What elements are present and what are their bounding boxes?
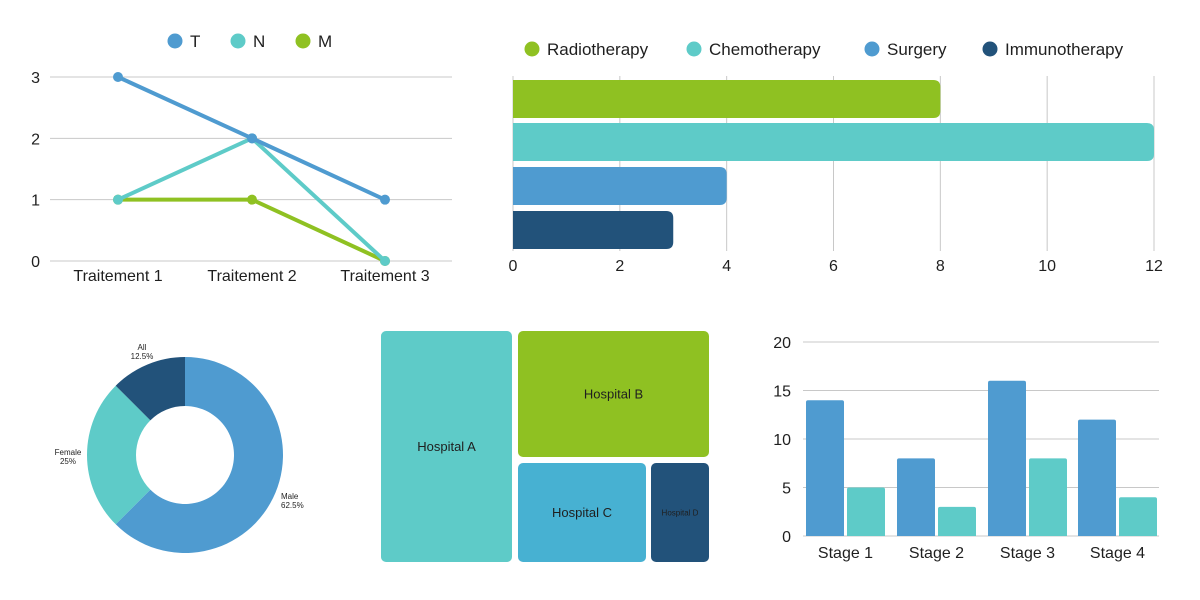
x-tick-label: Traitement 3 xyxy=(340,268,429,285)
slice-label: Female xyxy=(55,448,82,457)
data-point xyxy=(380,194,390,205)
x-tick-label: 12 xyxy=(1145,258,1163,275)
slice-female xyxy=(87,385,151,525)
bar-chemotherapy xyxy=(513,123,1154,161)
bar-stage-2-series-2 xyxy=(938,506,976,536)
bar-stage-4-series-1 xyxy=(1078,419,1116,536)
bar-stage-3-series-1 xyxy=(988,380,1026,536)
y-tick-label: 20 xyxy=(773,335,791,352)
x-tick-label: Stage 2 xyxy=(909,545,964,562)
y-tick-label: 10 xyxy=(773,432,791,449)
x-tick-label: 2 xyxy=(615,258,624,275)
hospital-treemap-chart: Hospital A Hospital B Hospital C Hospital D xyxy=(381,331,709,562)
legend-marker-m xyxy=(295,33,311,49)
treemap-cell-hospital-a xyxy=(381,331,512,562)
slice-all xyxy=(115,357,185,421)
slice-male xyxy=(115,357,283,553)
x-tick-label: Traitement 1 xyxy=(73,268,162,285)
bar-stage-3-series-2 xyxy=(1029,458,1067,536)
legend-marker-surgery xyxy=(864,41,880,57)
legend-label: M xyxy=(318,32,332,51)
therapy-bar-chart: 0 2 4 6 8 10 12 Radiotherapy Chemotherapy Surgery… xyxy=(509,40,1163,275)
bar-stage-2-series-1 xyxy=(897,458,935,536)
y-tick-label: 0 xyxy=(31,254,40,271)
slice-label: Male xyxy=(281,492,299,501)
legend-marker-n xyxy=(230,33,246,49)
treemap-cell-hospital-d xyxy=(651,463,709,562)
slice-percent: 12.5% xyxy=(131,352,154,361)
tnm-line-chart: 0 1 2 3 Traitement 1 Traitement 2 Traitement 3… xyxy=(31,32,452,285)
data-point xyxy=(113,194,123,205)
y-tick-label: 0 xyxy=(782,529,791,546)
y-tick-label: 15 xyxy=(773,384,791,401)
treemap-label: Hospital A xyxy=(417,439,476,454)
bar-stage-4-series-2 xyxy=(1119,497,1157,536)
bar-surgery xyxy=(513,167,727,205)
legend-label: T xyxy=(190,32,200,51)
legend-marker-t xyxy=(167,33,183,49)
legend-label: Surgery xyxy=(887,40,947,59)
x-tick-label: 4 xyxy=(722,258,731,275)
x-tick-label: 8 xyxy=(936,258,945,275)
legend-label: Radiotherapy xyxy=(547,40,649,59)
data-point xyxy=(247,194,257,205)
bar-radiotherapy xyxy=(513,80,941,118)
treemap-label: Hospital D xyxy=(662,508,699,517)
series-line-m xyxy=(118,197,386,263)
bar-stage-1-series-2 xyxy=(847,487,885,536)
data-point xyxy=(247,133,257,144)
x-tick-label: 6 xyxy=(829,258,838,275)
x-tick-label: Stage 1 xyxy=(818,545,873,562)
y-tick-label: 5 xyxy=(782,481,791,498)
legend-marker-chemotherapy xyxy=(686,41,702,57)
x-tick-label: 10 xyxy=(1038,258,1056,275)
legend-marker-radiotherapy xyxy=(524,41,540,57)
x-tick-label: Stage 3 xyxy=(1000,545,1055,562)
legend-label: Immunotherapy xyxy=(1005,40,1124,59)
treemap-cell-hospital-b xyxy=(518,331,709,457)
treemap-cell-hospital-c xyxy=(518,463,646,562)
treemap-label: Hospital B xyxy=(584,387,643,402)
slice-percent: 62.5% xyxy=(281,501,304,510)
stage-bar-chart: 0 5 10 15 20 Stage 1 Stage 2 Stage 3 Stage 4 xyxy=(773,335,1159,562)
legend-label: N xyxy=(253,32,265,51)
y-tick-label: 2 xyxy=(31,131,40,148)
data-point xyxy=(113,72,123,82)
slice-label: All xyxy=(138,343,147,352)
bar-immunotherapy xyxy=(513,211,674,249)
slice-percent: 25% xyxy=(60,457,76,466)
bar-stage-1-series-1 xyxy=(806,400,844,536)
x-tick-label: 0 xyxy=(509,258,518,275)
legend-marker-immunotherapy xyxy=(982,41,998,57)
data-point xyxy=(380,256,390,266)
x-tick-label: Stage 4 xyxy=(1090,545,1145,562)
legend-label: Chemotherapy xyxy=(709,40,821,59)
treemap-label: Hospital C xyxy=(552,505,612,520)
y-tick-label: 3 xyxy=(31,70,40,87)
y-tick-label: 1 xyxy=(31,193,40,210)
x-tick-label: Traitement 2 xyxy=(207,268,296,285)
